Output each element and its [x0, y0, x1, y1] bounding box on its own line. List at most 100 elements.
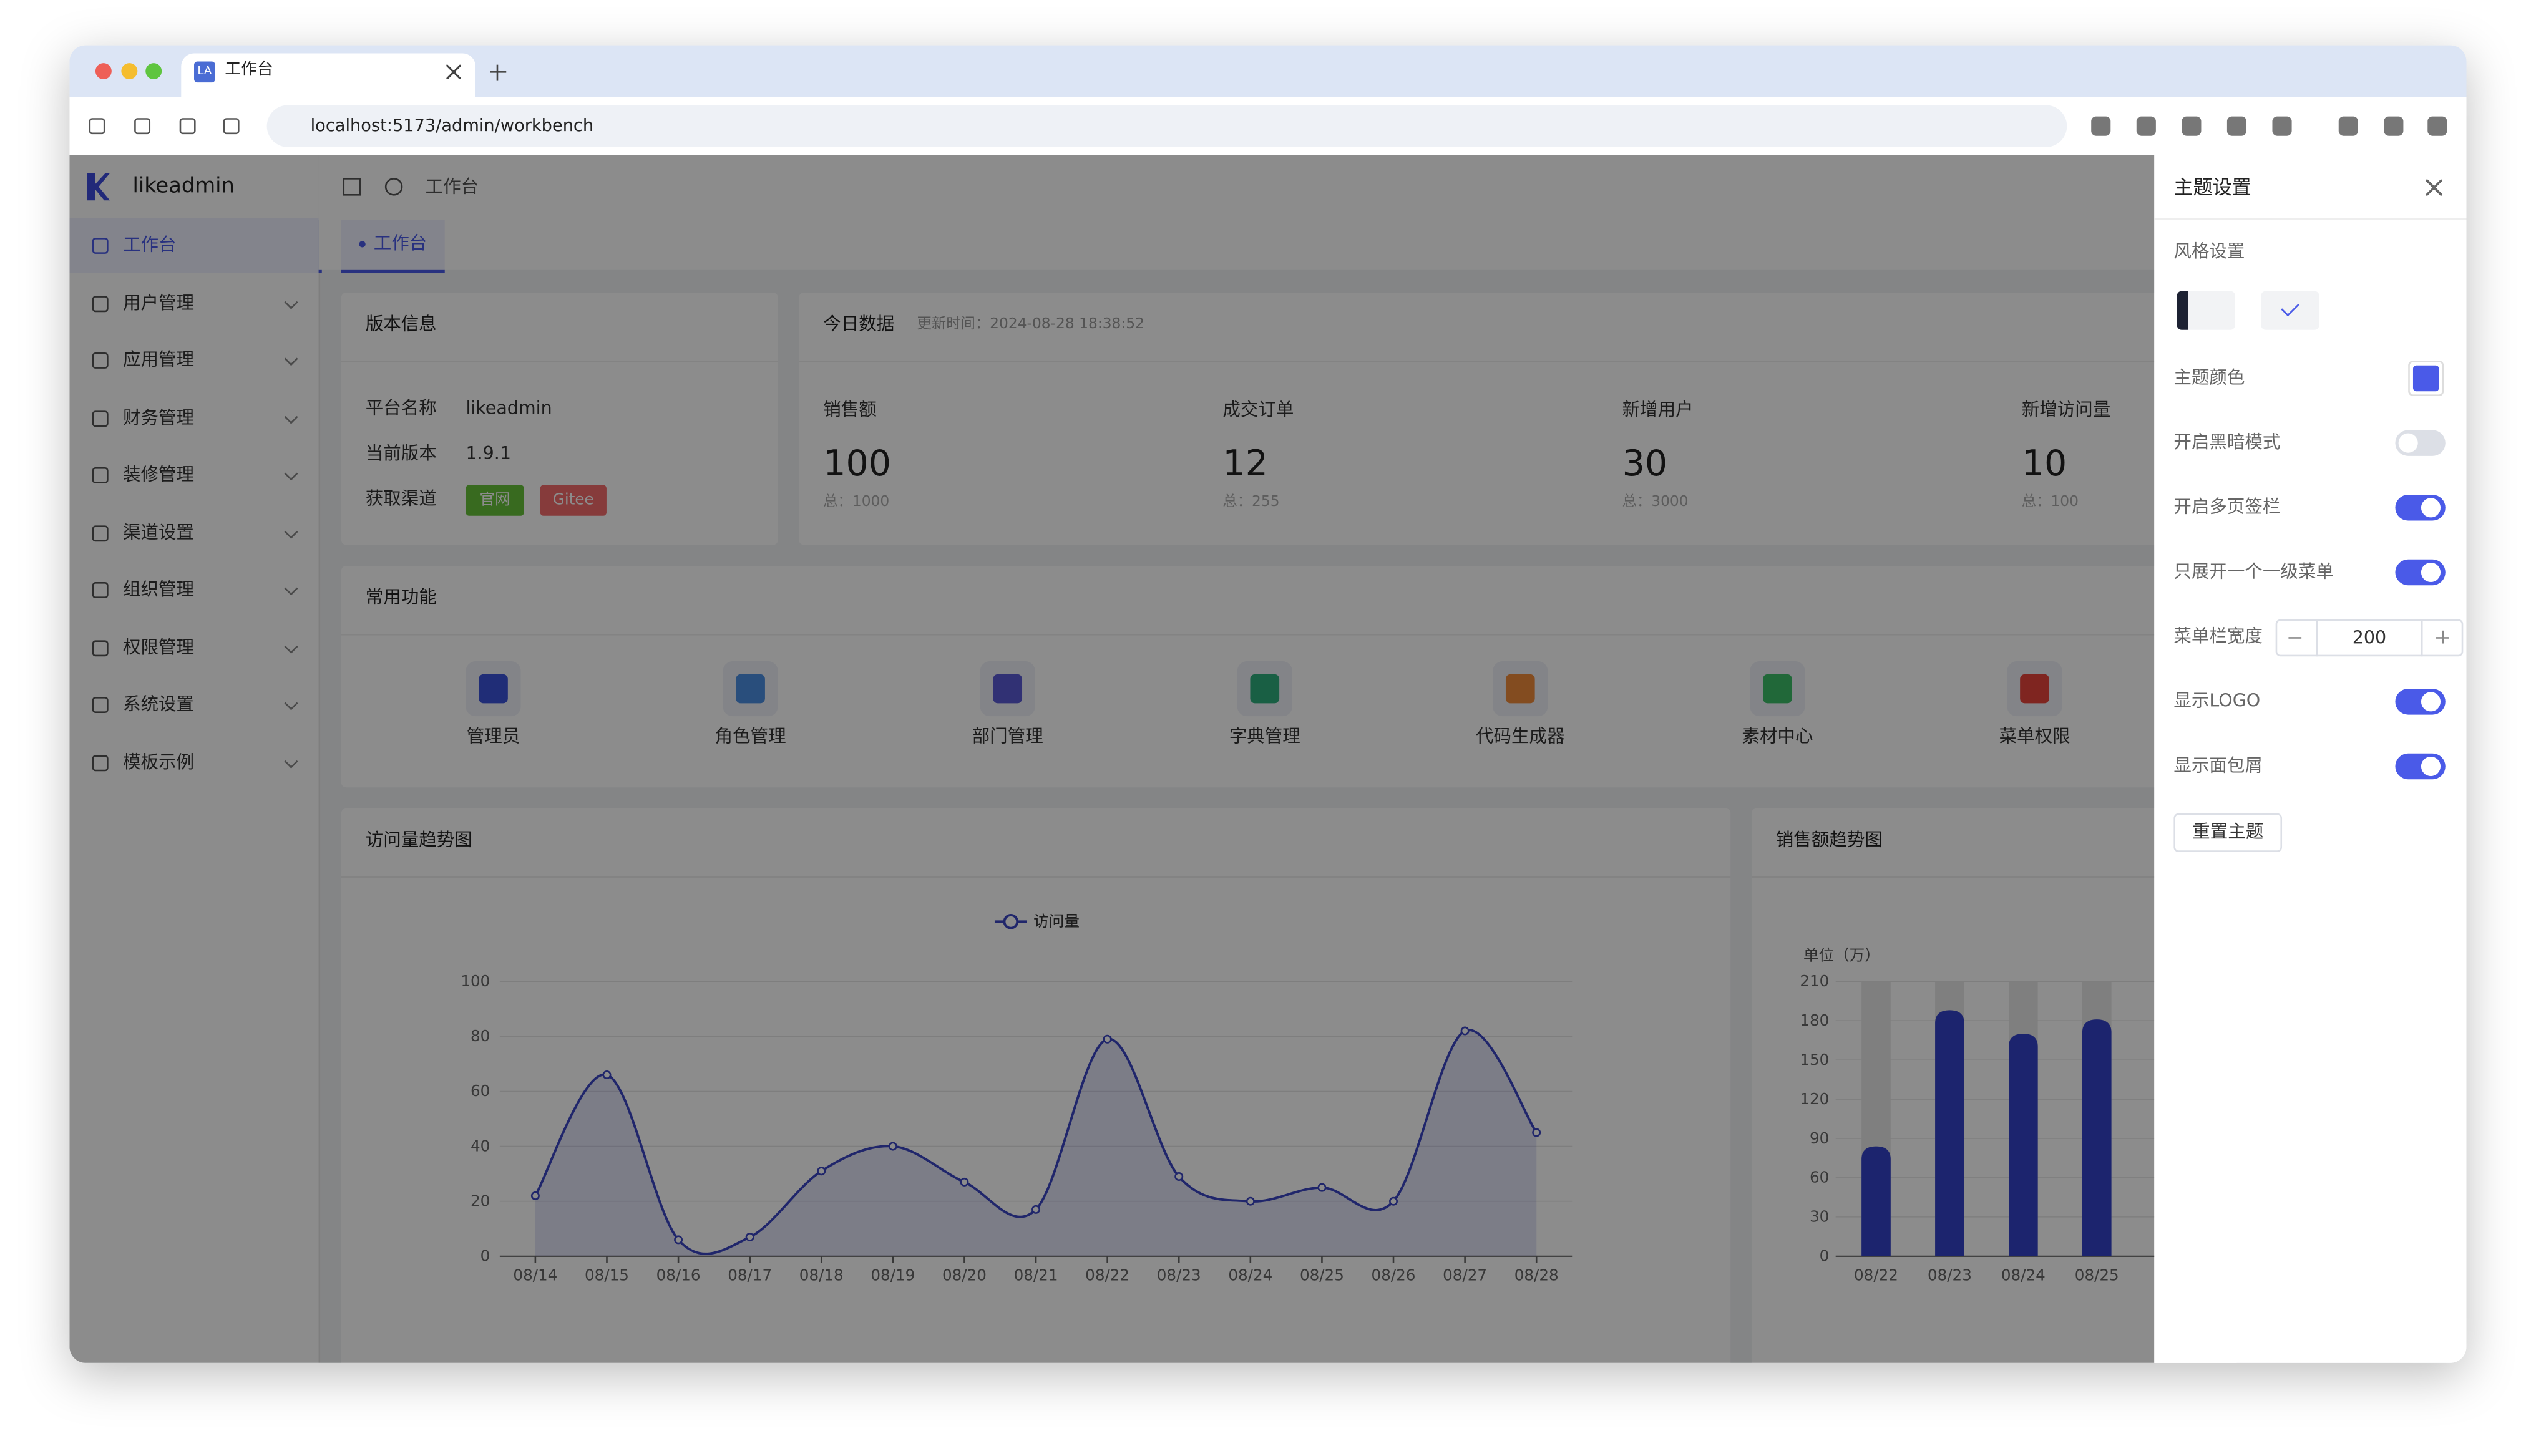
menu-icon — [92, 237, 109, 254]
point — [1174, 1172, 1184, 1182]
minus-icon[interactable] — [2288, 637, 2302, 639]
menu-item[interactable]: 渠道设置 — [122, 522, 195, 543]
menu-item[interactable]: 组织管理 — [122, 578, 195, 600]
menu-item[interactable]: 系统设置 — [122, 693, 195, 715]
x-tick-label: 08/22 — [1085, 1266, 1129, 1284]
card-divider — [799, 360, 2190, 362]
menu-icon — [92, 525, 109, 542]
menu-icon — [92, 582, 109, 598]
stat-total: 总：255 — [1222, 495, 1280, 512]
stat-total: 总：1000 — [823, 495, 890, 512]
y-tick-label: 180 — [1800, 1011, 1829, 1029]
menu-item[interactable]: 模板示例 — [122, 752, 195, 773]
x-tick-label: 08/23 — [1928, 1266, 1972, 1284]
address-bar[interactable] — [266, 105, 2067, 147]
toolbar-icon[interactable] — [2384, 116, 2404, 136]
x-tick-label: 08/25 — [1300, 1266, 1344, 1284]
toolbar-icon[interactable] — [2091, 116, 2111, 136]
nav-button[interactable] — [134, 118, 151, 135]
collapse-icon[interactable] — [343, 178, 361, 196]
shortcut-icon — [1250, 674, 1280, 704]
toolbar-icon[interactable] — [2338, 116, 2358, 136]
color-picker[interactable] — [2408, 360, 2444, 396]
style-option[interactable] — [2177, 291, 2235, 330]
window-button — [95, 63, 112, 79]
menu-item[interactable]: 用户管理 — [122, 293, 195, 314]
legend-marker — [1003, 914, 1019, 929]
x-tick-label: 08/21 — [1014, 1266, 1058, 1284]
nav-button[interactable] — [179, 118, 196, 135]
style-option[interactable] — [2261, 291, 2319, 330]
menu-item[interactable]: 权限管理 — [122, 637, 195, 658]
stat-value: 30 — [1622, 444, 1668, 485]
y-tick-label: 20 — [471, 1191, 490, 1210]
point — [745, 1232, 754, 1241]
shortcut-label: 角色管理 — [714, 726, 786, 747]
nav-button[interactable] — [223, 118, 240, 135]
x-tick-label: 08/16 — [656, 1266, 701, 1284]
y-tick-label: 60 — [1810, 1168, 1829, 1187]
stat-label: 新增用户 — [1622, 399, 1694, 420]
x-tick-label: 08/15 — [585, 1266, 629, 1284]
number-input[interactable] — [2275, 619, 2464, 657]
card-divider — [1751, 876, 2237, 878]
toolbar-icon[interactable] — [2226, 116, 2247, 136]
x-tick-label: 08/24 — [1228, 1266, 1272, 1284]
setting-label: 只展开一个一级菜单 — [2173, 561, 2334, 583]
modal-overlay — [69, 155, 2155, 1363]
stat-total: 总：100 — [2021, 495, 2079, 512]
toolbar-icon[interactable] — [2272, 116, 2292, 136]
nav-button[interactable] — [89, 118, 105, 135]
toolbar-icon[interactable] — [2182, 116, 2202, 136]
new-tab[interactable] — [490, 64, 507, 81]
menu-item[interactable]: 应用管理 — [122, 349, 195, 371]
y-tick-label: 30 — [1810, 1208, 1829, 1226]
menu-item[interactable]: 装修管理 — [122, 463, 195, 485]
toolbar-icon[interactable] — [2136, 116, 2156, 136]
sidebar — [69, 155, 321, 1363]
refresh-icon[interactable] — [384, 178, 403, 196]
bar — [1935, 1010, 1964, 1256]
toolbar-icon[interactable] — [2427, 116, 2447, 136]
breadcrumb: 工作台 — [425, 176, 479, 198]
y-tick-label: 40 — [471, 1137, 490, 1155]
card-title: 访问量趋势图 — [365, 829, 472, 851]
x-tick-label: 08/24 — [2001, 1266, 2046, 1284]
switch-knob — [2421, 756, 2441, 777]
channel-button[interactable]: Gitee — [540, 485, 607, 516]
channel-button[interactable]: 官网 — [466, 485, 524, 516]
drawer-close[interactable] — [2426, 179, 2442, 196]
menu-icon — [92, 352, 109, 369]
menu-width-value: 200 — [2352, 627, 2387, 649]
x-tick-label: 08/27 — [1443, 1266, 1487, 1284]
x-tick-label: 08/23 — [1157, 1266, 1201, 1284]
header — [318, 155, 2467, 220]
page-tab[interactable] — [341, 220, 445, 274]
setting-label: 风格设置 — [2173, 241, 2245, 262]
plus-icon[interactable] — [2436, 630, 2449, 644]
info-value: 1.9.1 — [466, 443, 512, 464]
menu-icon — [92, 640, 109, 657]
visit-chart-card — [341, 808, 1731, 1363]
switch-knob — [2421, 692, 2441, 712]
menu-item[interactable]: 财务管理 — [122, 407, 195, 429]
shortcut-icon — [1505, 674, 1535, 704]
shortcut-label: 菜单权限 — [1999, 726, 2070, 747]
active-tab[interactable] — [181, 53, 476, 97]
setting-label: 显示面包屑 — [2173, 755, 2263, 777]
menu-item[interactable]: 工作台 — [122, 234, 177, 256]
reset-button[interactable]: 重置主题 — [2173, 813, 2283, 852]
stat-label: 新增访问量 — [2021, 399, 2111, 420]
point — [1389, 1196, 1398, 1206]
url: localhost:5173/admin/workbench — [310, 116, 594, 136]
switch-knob — [2398, 433, 2418, 453]
x-tick-label: 08/19 — [871, 1266, 915, 1284]
favicon: LA — [194, 61, 215, 83]
stat-label: 销售额 — [823, 399, 877, 420]
y-tick-label: 120 — [1800, 1090, 1829, 1108]
legend-label: 访问量 — [1033, 912, 1080, 930]
x-tick-label: 08/18 — [799, 1266, 844, 1284]
drawer-divider — [2154, 218, 2467, 220]
tab-close[interactable] — [446, 64, 461, 79]
